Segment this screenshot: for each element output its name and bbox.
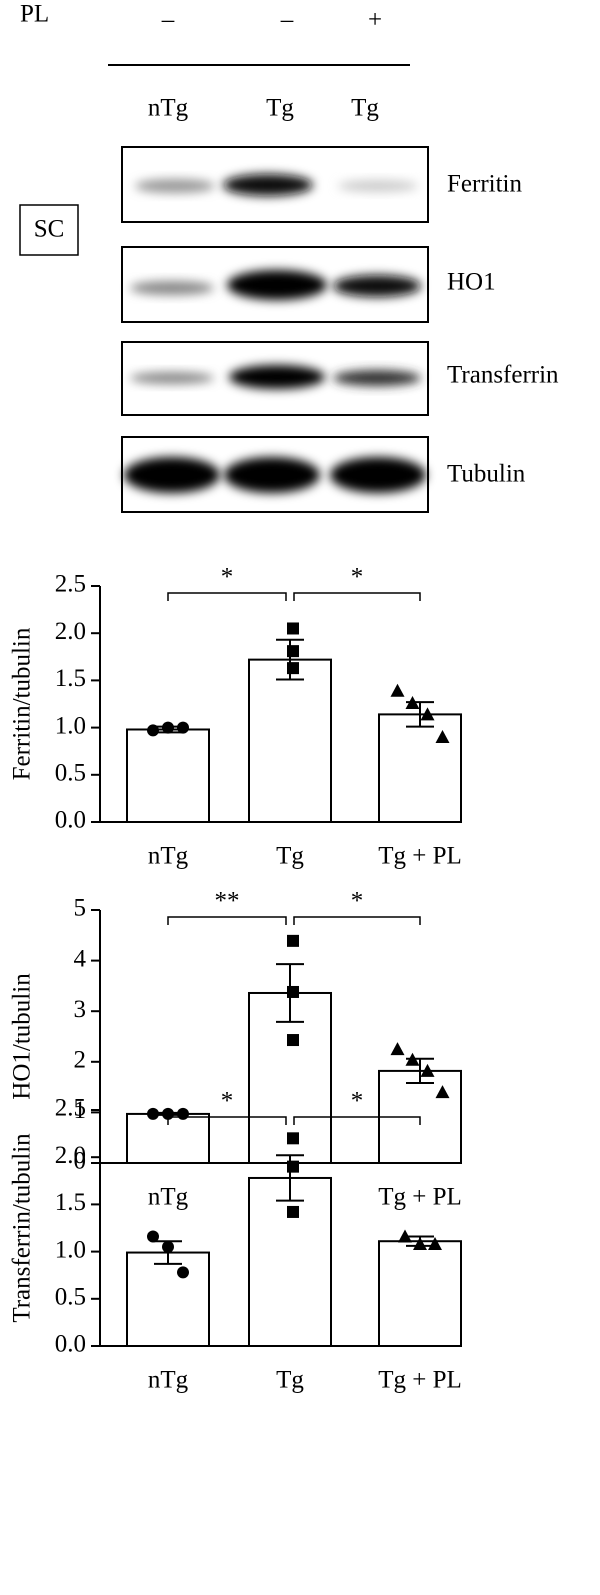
y-tick-label: 2.5	[55, 1095, 86, 1122]
data-point	[398, 1229, 412, 1243]
bar	[378, 1240, 462, 1347]
significance-bracket	[167, 592, 287, 601]
x-tick-label: Tg	[276, 1367, 304, 1394]
lane-label: Tg	[351, 95, 379, 122]
y-tick-label: 0.5	[55, 760, 86, 787]
data-point	[287, 645, 299, 658]
data-point	[287, 1034, 299, 1047]
treatment: –	[280, 7, 294, 34]
x-tick-label: nTg	[148, 843, 189, 870]
protein-label: Transferrin	[447, 362, 559, 389]
bar	[126, 728, 210, 823]
protein-label: HO1	[447, 269, 496, 296]
bar	[378, 713, 462, 823]
data-point	[420, 1063, 435, 1077]
x-tick-label: Tg + PL	[378, 1367, 462, 1394]
data-point	[162, 721, 174, 734]
tissue-box	[19, 204, 79, 256]
bar	[248, 658, 332, 824]
y-tick-label: 1.0	[55, 1236, 86, 1263]
y-tick-label: 0	[74, 1148, 87, 1175]
lane-label: nTg	[148, 95, 189, 122]
y-tick-label: 0.0	[55, 807, 86, 834]
significance-label: **	[215, 888, 240, 915]
data-point	[287, 1132, 299, 1145]
lane-label: Tg	[266, 95, 294, 122]
data-point	[435, 730, 450, 744]
y-tick-label: 2.0	[55, 618, 86, 645]
y-axis-label: HO1/tubulin	[9, 973, 36, 1100]
significance-label: *	[221, 564, 234, 591]
y-tick-label: 0.0	[55, 1331, 86, 1358]
data-point	[147, 1107, 159, 1120]
y-tick-label: 0.5	[55, 1284, 86, 1311]
x-tick-label: Tg + PL	[378, 1184, 462, 1211]
x-tick-label: Tg	[276, 843, 304, 870]
tissue-label: SC	[34, 216, 65, 243]
y-axis-label: Transferrin/tubulin	[9, 1133, 36, 1323]
significance-label: *	[351, 1088, 364, 1115]
significance-label: *	[351, 564, 364, 591]
data-point	[177, 721, 189, 734]
bar	[248, 1176, 332, 1348]
data-point	[147, 1230, 159, 1243]
significance-bracket	[293, 916, 421, 925]
y-tick-label: 1.5	[55, 665, 86, 692]
blot-strip	[121, 436, 429, 513]
blot-strip	[121, 341, 429, 416]
data-point	[420, 707, 435, 721]
data-point	[390, 683, 405, 697]
y-tick-label: 4	[74, 945, 87, 972]
significance-bracket	[293, 1116, 421, 1125]
treatment: –	[161, 7, 175, 34]
y-tick-label: 2.5	[55, 571, 86, 598]
y-tick-label: 1	[74, 1097, 87, 1124]
significance-label: *	[221, 1088, 234, 1115]
data-point	[405, 696, 420, 710]
x-tick-label: nTg	[148, 1184, 189, 1211]
data-point	[390, 1042, 405, 1056]
blot-strip	[121, 146, 429, 223]
x-tick-label: nTg	[148, 1367, 189, 1394]
blot-panel: PL – – + nTg Tg Tg SC Ferritin HO1	[19, 1, 559, 513]
x-tick-label: Tg + PL	[378, 843, 462, 870]
y-tick-label: 5	[74, 895, 87, 922]
protein-label: Ferritin	[447, 171, 522, 198]
significance-label: *	[351, 888, 364, 915]
data-point	[177, 1107, 189, 1120]
significance-bracket	[167, 1116, 287, 1125]
data-point	[287, 985, 299, 998]
data-point	[405, 1052, 420, 1066]
bar	[126, 1251, 210, 1347]
y-axis-label: Ferritin/tubulin	[9, 627, 36, 780]
data-point	[162, 1240, 174, 1253]
data-point	[287, 934, 299, 947]
significance-bracket	[293, 592, 421, 601]
data-point	[147, 724, 159, 737]
data-point	[177, 1266, 189, 1279]
data-point	[287, 1205, 299, 1218]
data-point	[435, 1085, 450, 1099]
treatment-label: PL	[20, 1, 49, 28]
data-point	[413, 1237, 427, 1251]
treatment: +	[368, 7, 382, 34]
y-tick-label: 2	[74, 1047, 87, 1074]
data-point	[428, 1237, 442, 1251]
blot-strip	[121, 246, 429, 323]
significance-bracket	[167, 916, 287, 925]
y-tick-label: 1.0	[55, 712, 86, 739]
data-point	[287, 1160, 299, 1173]
y-tick-label: 3	[74, 996, 87, 1023]
data-point	[287, 622, 299, 635]
y-tick-label: 2.0	[55, 1142, 86, 1169]
y-tick-label: 1.5	[55, 1189, 86, 1216]
data-point	[287, 662, 299, 675]
protein-label: Tubulin	[447, 461, 526, 488]
